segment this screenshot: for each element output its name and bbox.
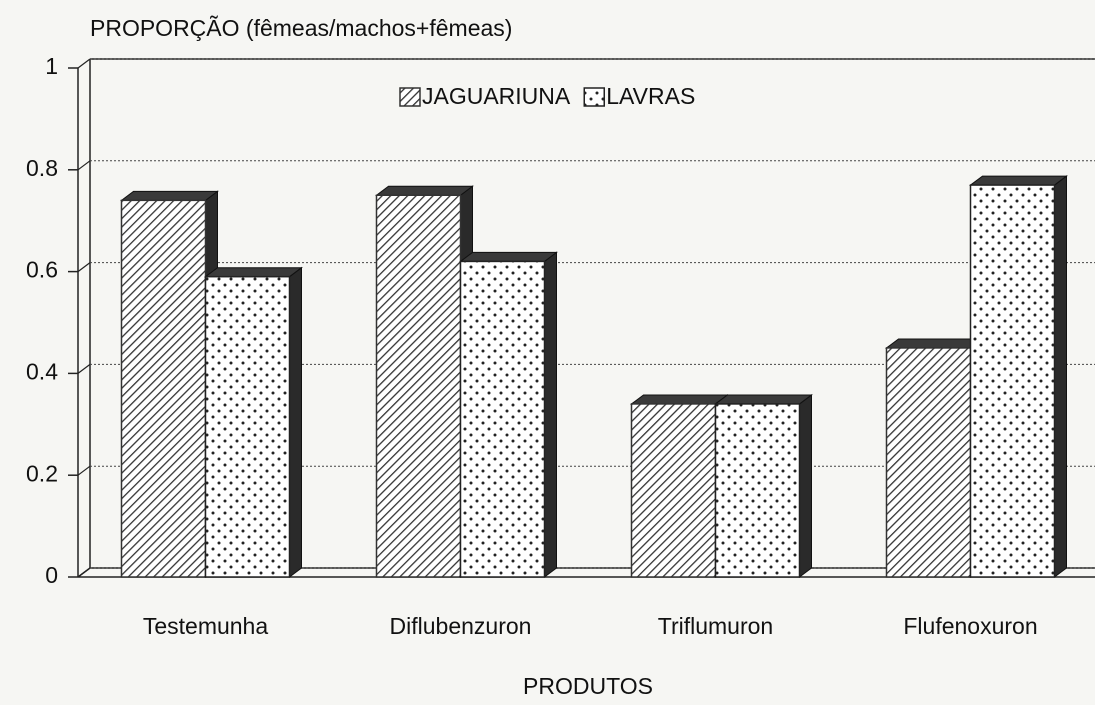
bar — [459, 260, 546, 578]
bar-top — [204, 267, 303, 278]
legend-swatch — [583, 87, 605, 107]
x-tick-label: Flufenoxuron — [903, 613, 1037, 639]
x-tick-label: Triflumuron — [658, 613, 773, 639]
tick-connector — [77, 465, 91, 476]
bar-side — [799, 393, 812, 578]
y-tick-label: 0.8 — [26, 155, 58, 181]
legend-label: LAVRAS — [606, 83, 695, 109]
tick-connector — [77, 58, 91, 69]
bar-side — [1054, 175, 1067, 578]
bar — [375, 194, 462, 578]
bar — [120, 199, 207, 578]
bar — [630, 403, 717, 578]
bar-top — [375, 185, 474, 196]
bar-side — [544, 251, 557, 578]
x-axis-title: PRODUTOS — [523, 673, 653, 699]
bar-side — [289, 266, 302, 578]
bar — [885, 347, 972, 578]
tick-connector — [77, 160, 91, 171]
bar — [969, 184, 1056, 578]
y-tick-label: 1 — [45, 53, 58, 79]
bar — [204, 275, 291, 578]
legend-swatch — [399, 87, 421, 107]
x-tick-label: Testemunha — [143, 613, 269, 639]
x-tick-label: Diflubenzuron — [390, 613, 532, 639]
bar-top — [630, 394, 729, 405]
y-tick-label: 0.6 — [26, 257, 58, 283]
bar-top — [885, 338, 984, 349]
tick-connector — [77, 262, 91, 273]
y-tick-label: 0.4 — [26, 358, 58, 384]
tick-connector — [77, 363, 91, 374]
y-tick-label: 0 — [45, 562, 58, 588]
bar — [714, 403, 801, 578]
bar-top — [120, 190, 219, 201]
y-tick-label: 0.2 — [26, 460, 58, 486]
bar-top — [969, 175, 1068, 186]
legend-label: JAGUARIUNA — [422, 83, 571, 109]
tick-connector — [77, 567, 91, 578]
chart-title: PROPORÇÃO (fêmeas/machos+fêmeas) — [90, 15, 512, 41]
bar-top — [459, 251, 558, 262]
bar-top — [714, 394, 813, 405]
